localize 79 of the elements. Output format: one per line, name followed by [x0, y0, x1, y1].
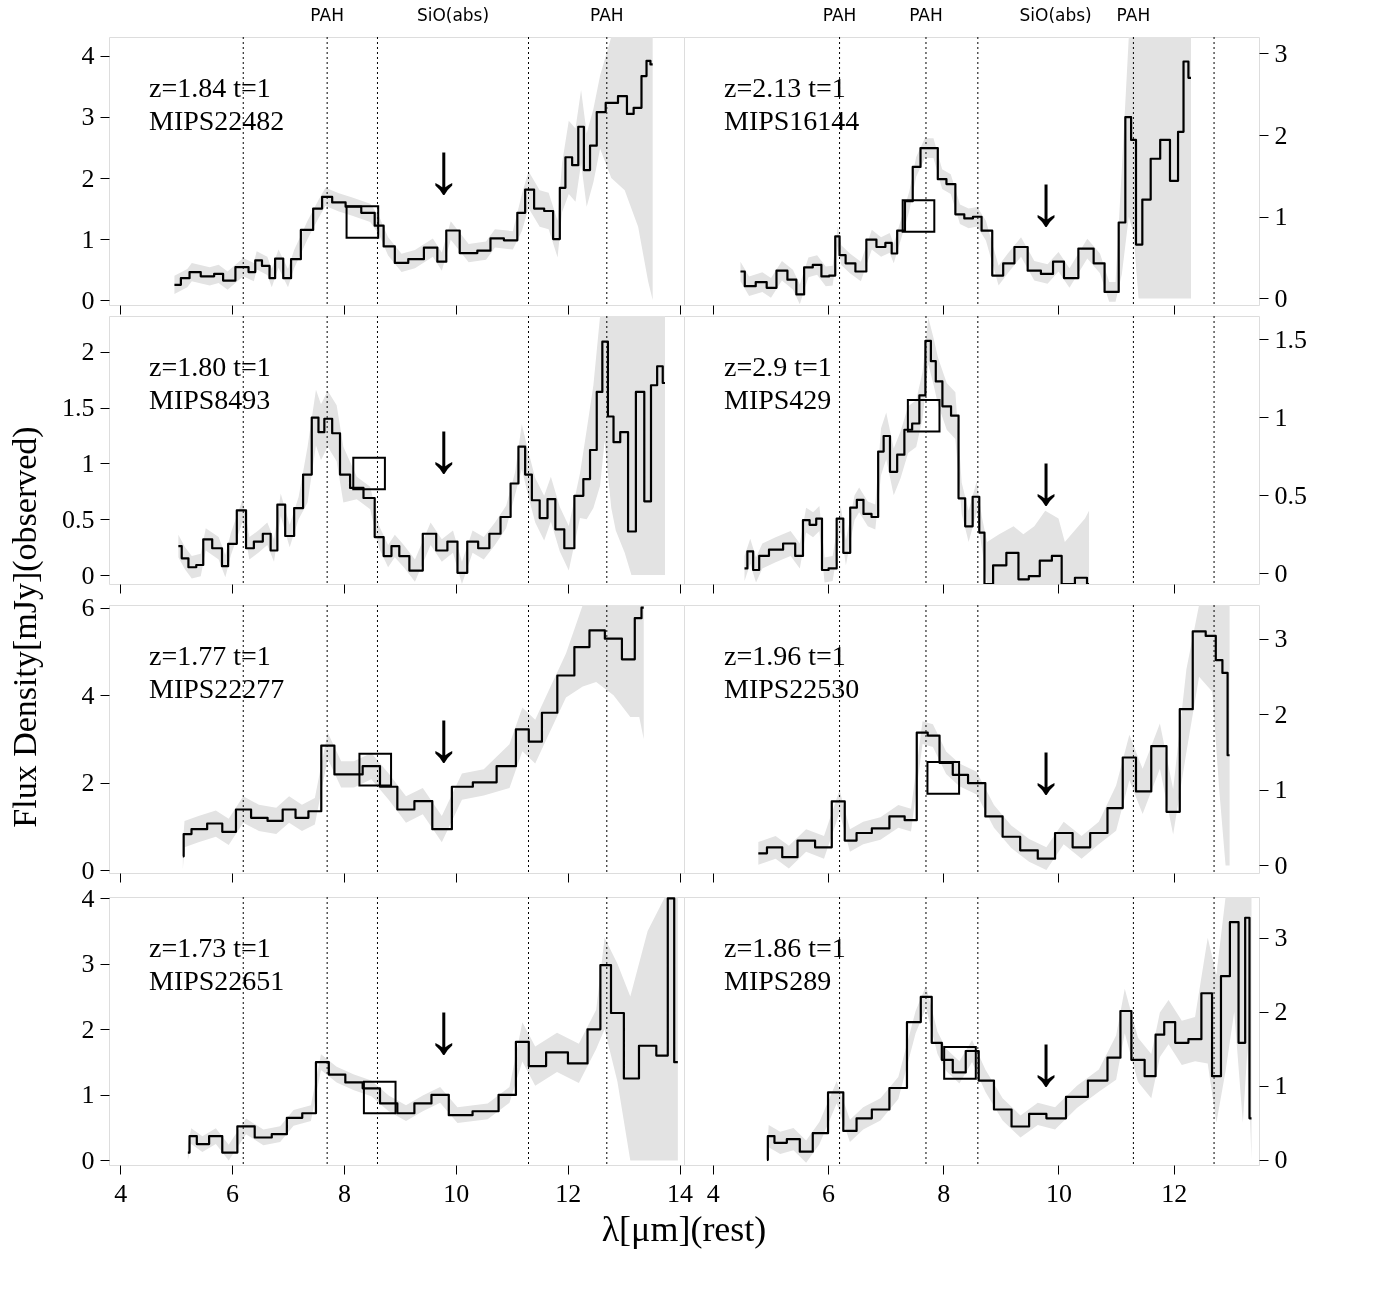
annotation: ↓ [425, 988, 462, 1069]
ref-line-label: PAH [909, 5, 943, 25]
x-tick-label: 10 [443, 1178, 470, 1208]
y-tick-label: 2 [81, 163, 95, 193]
y-tick-label: 1 [1274, 402, 1288, 432]
ref-line-label: PAH [310, 5, 344, 25]
y-tick-label: 3 [81, 949, 95, 979]
annotation: MIPS22651 [149, 965, 285, 996]
y-tick-label: 0.5 [1274, 480, 1307, 510]
y-tick-label: 1 [81, 448, 95, 478]
annotation: ↓ [1028, 439, 1065, 520]
x-tick-label: 10 [1046, 1178, 1072, 1208]
x-tick-label: 6 [822, 1178, 836, 1208]
y-axis-title: Flux Density[mJy](observed) [5, 426, 44, 828]
annotation: z=1.77 t=1 [149, 640, 271, 671]
y-tick-label: 0 [81, 285, 95, 315]
x-tick-label: 8 [937, 1178, 951, 1208]
y-tick-label: 2 [1274, 120, 1288, 150]
y-tick-label: 2 [1274, 997, 1288, 1027]
annotation: ↓ [1028, 160, 1065, 241]
y-tick-label: 4 [81, 680, 95, 710]
x-tick-label: 4 [706, 1178, 720, 1208]
ref-line-label: PAH [590, 5, 624, 25]
y-tick-label: 6 [81, 593, 95, 623]
y-tick-label: 0.5 [62, 504, 95, 534]
annotation: z=1.86 t=1 [724, 932, 846, 963]
text: SiO(abs) [416, 5, 490, 25]
annotation: MIPS16144 [724, 105, 860, 136]
annotation: MIPS8493 [149, 384, 271, 415]
y-tick-label: 0 [81, 560, 95, 590]
x-tick-label: 12 [1161, 1178, 1188, 1208]
x-tick-label: 14 [667, 1178, 694, 1208]
y-tick-label: 1 [1274, 1071, 1288, 1101]
x-tick-label: 4 [114, 1178, 128, 1208]
y-tick-label: 1.5 [62, 393, 95, 423]
y-tick-label: 0 [1274, 850, 1288, 880]
x-tick-label: 12 [555, 1178, 582, 1208]
annotation: ↓ [1028, 1020, 1065, 1101]
y-tick-label: 3 [1274, 38, 1288, 68]
y-tick-label: 2 [81, 337, 95, 367]
annotation: z=1.96 t=1 [724, 640, 846, 671]
annotation: ↓ [1028, 728, 1065, 809]
text: SiO(abs) [1019, 5, 1092, 25]
x-tick-label: 6 [226, 1178, 240, 1208]
annotation: MIPS22530 [724, 673, 860, 704]
annotation: ↓ [425, 128, 462, 209]
x-axis-title: λ[μm](rest) [601, 1208, 767, 1249]
y-tick-label: 3 [1274, 923, 1288, 953]
y-tick-label: 4 [81, 883, 95, 913]
y-tick-label: 3 [1274, 624, 1288, 654]
y-tick-label: 0 [1274, 283, 1288, 313]
ref-line-label: PAH [1116, 5, 1151, 25]
y-tick-label: 1 [81, 224, 95, 254]
annotation: z=1.84 t=1 [149, 72, 271, 103]
x-tick-label: 8 [337, 1178, 351, 1208]
y-tick-label: 2 [1274, 699, 1288, 729]
annotation: MIPS22277 [149, 673, 285, 704]
y-tick-label: 3 [81, 102, 95, 132]
annotation: z=2.13 t=1 [724, 72, 846, 103]
y-tick-label: 2 [81, 1014, 95, 1044]
y-tick-label: 0 [81, 855, 95, 885]
annotation: z=1.80 t=1 [149, 351, 271, 382]
ref-line-label: PAH [822, 5, 857, 25]
annotation: MIPS289 [724, 965, 832, 996]
y-tick-label: 1 [81, 1080, 95, 1110]
annotation: MIPS22482 [149, 105, 285, 136]
annotation: ↓ [425, 407, 462, 488]
annotation: z=2.9 t=1 [724, 351, 832, 382]
annotation: ↓ [425, 696, 462, 777]
annotation: MIPS429 [724, 384, 832, 415]
y-tick-label: 0 [1274, 1145, 1288, 1175]
y-tick-label: 2 [81, 768, 95, 798]
y-tick-label: 4 [81, 41, 95, 71]
y-tick-label: 0 [1274, 558, 1288, 588]
y-tick-label: 0 [81, 1145, 95, 1175]
y-tick-label: 1 [1274, 202, 1288, 232]
y-tick-label: 1.5 [1274, 324, 1307, 354]
annotation: z=1.73 t=1 [149, 932, 271, 963]
y-tick-label: 1 [1274, 775, 1288, 805]
